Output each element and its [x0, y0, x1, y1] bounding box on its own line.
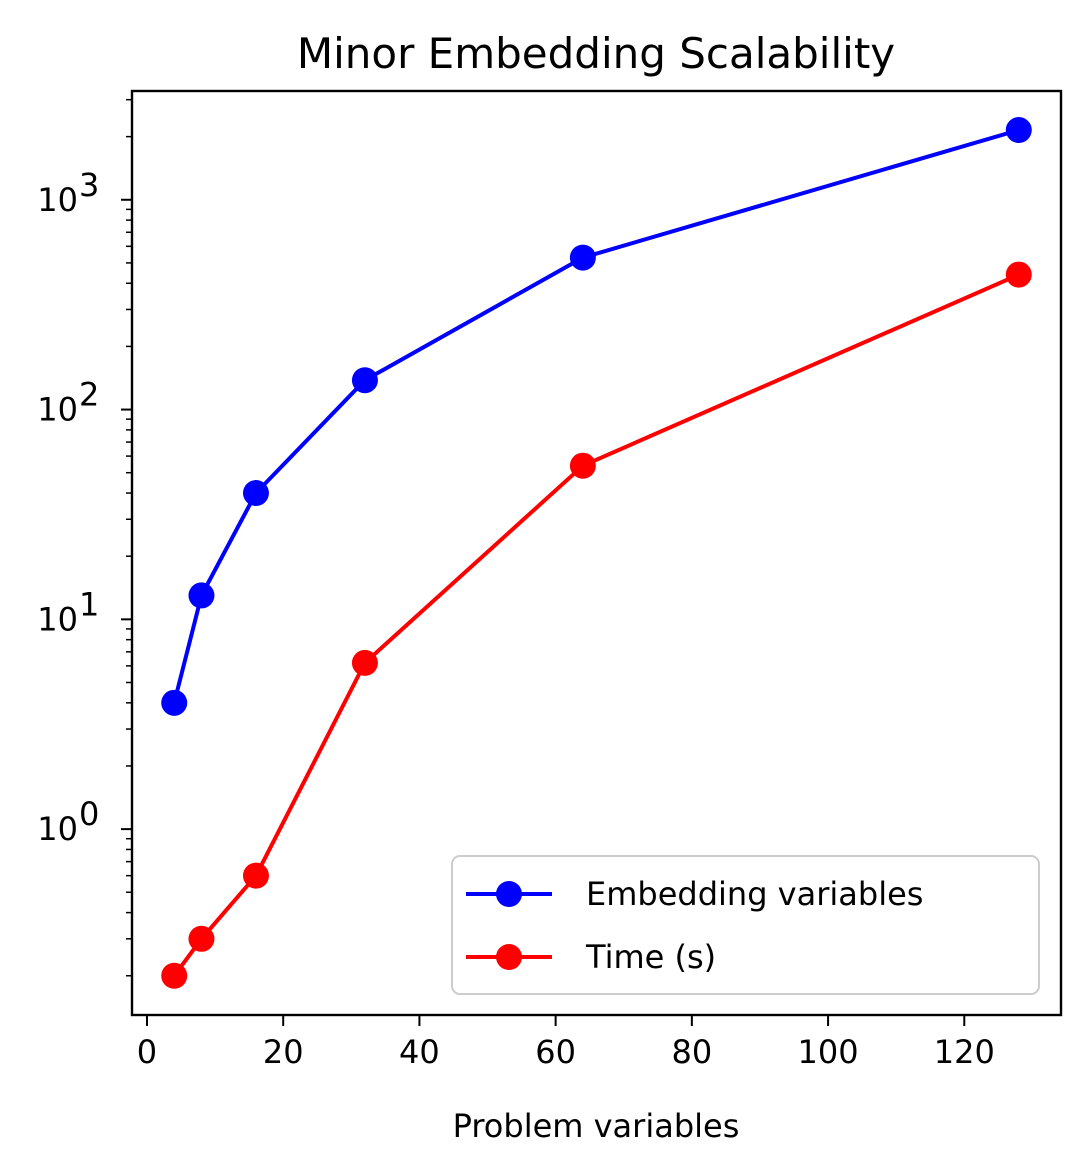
data-point	[161, 962, 188, 989]
data-point	[351, 649, 378, 676]
data-point	[188, 925, 215, 952]
data-point	[188, 582, 215, 609]
y-tick-exponent: 1	[79, 585, 99, 623]
data-point	[1005, 261, 1032, 288]
data-point	[242, 862, 269, 889]
x-tick-label: 120	[934, 1033, 995, 1071]
y-tick-exponent: 3	[79, 166, 99, 204]
data-point	[161, 689, 188, 716]
data-point	[569, 244, 596, 271]
y-tick-label: 10	[37, 810, 78, 848]
x-axis-ticks: 0 20 40 60 80 100 120	[137, 1015, 995, 1071]
legend: Embedding variables Time (s)	[451, 855, 1040, 995]
y-tick-label: 10	[37, 181, 78, 219]
legend-box	[451, 855, 1040, 995]
x-tick-label: 40	[399, 1033, 440, 1071]
x-tick-label: 20	[263, 1033, 304, 1071]
data-point	[351, 367, 378, 394]
series-layer	[161, 117, 1032, 989]
data-point	[1005, 117, 1032, 144]
y-tick-exponent: 2	[79, 376, 99, 414]
data-point	[242, 480, 269, 507]
y-tick-exponent: 0	[79, 795, 99, 833]
series-line	[172, 128, 1020, 704]
x-axis-label: Problem variables	[453, 1107, 740, 1145]
legend-marker	[496, 881, 522, 907]
y-tick-label: 10	[37, 600, 78, 638]
plot-frame	[130, 89, 1063, 1017]
data-point	[569, 452, 596, 479]
x-tick-label: 100	[798, 1033, 859, 1071]
chart-title: Minor Embedding Scalability	[297, 29, 895, 78]
legend-label: Time (s)	[585, 938, 716, 976]
x-tick-label: 80	[671, 1033, 712, 1071]
legend-marker	[496, 944, 522, 970]
y-tick-label: 10	[37, 391, 78, 429]
x-tick-label: 60	[535, 1033, 576, 1071]
x-tick-label: 0	[137, 1033, 157, 1071]
legend-label: Embedding variables	[586, 875, 923, 913]
